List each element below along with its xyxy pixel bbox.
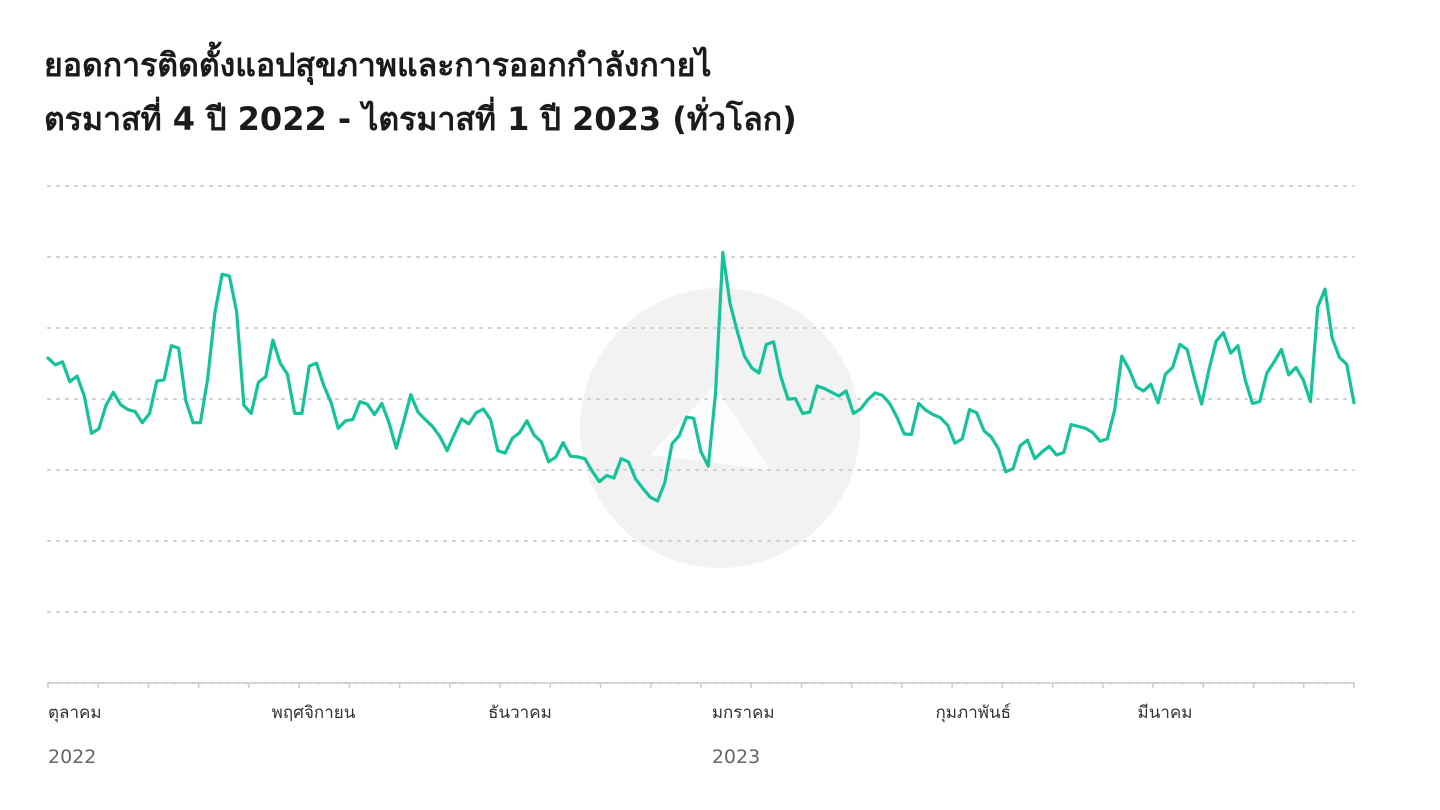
month-label: ตุลาคม <box>48 703 102 723</box>
chart-title: ยอดการติดตั้งแอปสุขภาพและการออกกำลังกายไ… <box>44 38 1044 146</box>
series-group <box>46 250 1356 503</box>
month-label: มกราคม <box>712 703 775 723</box>
month-label: มีนาคม <box>1138 703 1193 723</box>
month-label: ธันวาคม <box>488 703 552 723</box>
x-axis <box>47 682 1355 688</box>
month-label: กุมภาพันธ์ <box>936 703 1011 723</box>
watermark-glyph <box>650 385 770 470</box>
series-line-1 <box>46 250 1356 503</box>
month-label: พฤศจิกายน <box>272 703 356 723</box>
chart-title-line-2: ตรมาสที่ 4 ปี 2022 - ไตรมาสที่ 1 ปี 2023… <box>44 100 797 138</box>
x-axis-labels: ตุลาคม 2022 พฤศจิกายน ธันวาคม มกราคม 2023 กุมภ… <box>48 703 1192 768</box>
year-label: 2022 <box>48 746 96 768</box>
chart-title-line-1: ยอดการติดตั้งแอปสุขภาพและการออกกำลังกายไ <box>44 46 712 84</box>
year-label: 2023 <box>712 746 760 768</box>
